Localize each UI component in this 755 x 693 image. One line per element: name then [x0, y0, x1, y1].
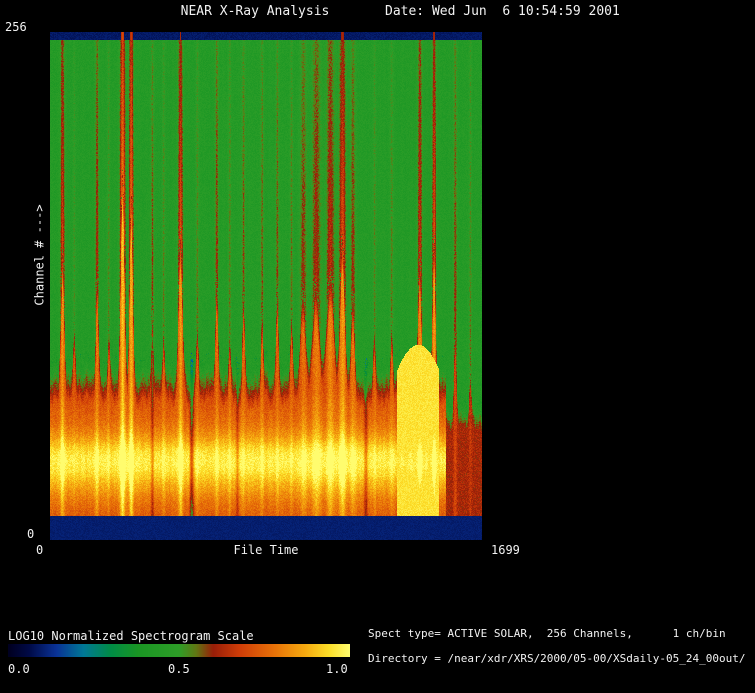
directory-text: Directory = /near/xdr/XRS/2000/05-00/XSd…	[368, 652, 746, 665]
colorbar-tick-mid: 0.5	[168, 662, 190, 676]
spect-type-text: Spect type= ACTIVE SOLAR, 256 Channels, …	[368, 627, 726, 640]
colorbar-gradient	[8, 644, 350, 657]
page-title: NEAR X-Ray Analysis	[180, 4, 330, 19]
y-axis-label: Channel # --->	[32, 204, 47, 306]
x-axis-tick-max: 1699	[491, 543, 520, 557]
date-label: Date: Wed Jun 6 10:54:59 2001	[385, 4, 620, 19]
x-axis-label: File Time	[233, 543, 299, 557]
y-axis-tick-max: 256	[5, 20, 27, 34]
spectrogram-canvas	[50, 32, 482, 540]
colorbar-tick-max: 1.0	[326, 662, 348, 676]
x-axis-tick-min: 0	[36, 543, 44, 557]
colorbar-tick-min: 0.0	[8, 662, 30, 676]
y-axis-tick-min: 0	[27, 527, 35, 541]
colorbar-label: LOG10 Normalized Spectrogram Scale	[8, 629, 254, 643]
